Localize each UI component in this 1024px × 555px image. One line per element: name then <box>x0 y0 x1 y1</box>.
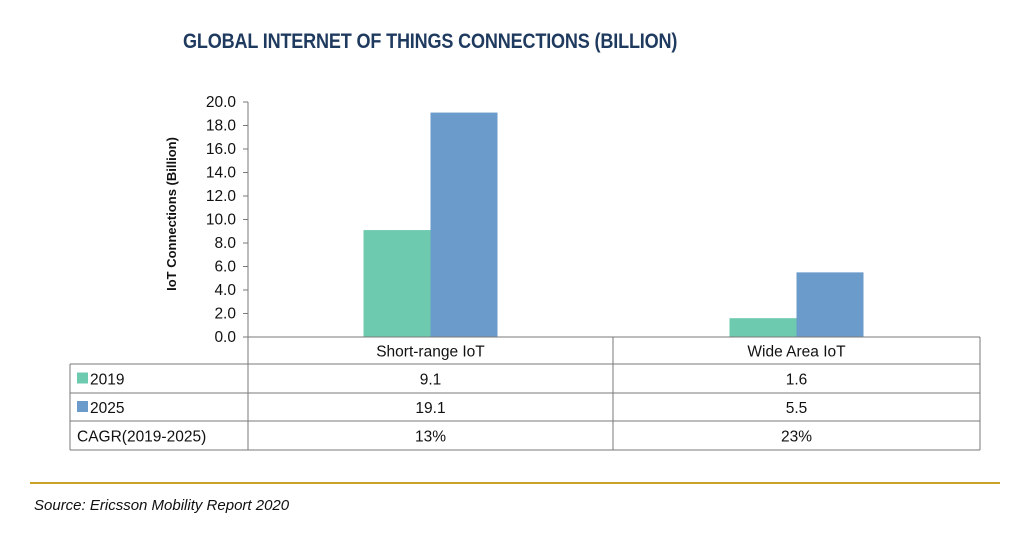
y-tick-label: 12.0 <box>206 188 237 205</box>
legend-label: 2019 <box>90 372 124 389</box>
bar-2019-short-range <box>363 230 431 337</box>
bar-2019-wide-area <box>729 318 797 337</box>
divider-rule <box>30 482 1000 484</box>
data-label: 19.1 <box>415 400 445 417</box>
y-tick-label: 14.0 <box>206 165 237 182</box>
bar-2025-short-range <box>430 112 498 337</box>
y-tick-label: 10.0 <box>206 212 237 229</box>
y-tick-label: 0.0 <box>214 329 236 346</box>
cagr-value: 13% <box>415 429 446 446</box>
y-tick-label: 16.0 <box>206 141 237 158</box>
bar-2025-wide-area <box>796 272 864 337</box>
y-tick-label: 18.0 <box>206 118 237 135</box>
data-label: 1.6 <box>786 372 808 389</box>
data-label: 5.5 <box>786 400 808 417</box>
cagr-row-label: CAGR(2019-2025) <box>77 429 206 446</box>
legend-swatch-2025 <box>77 401 88 412</box>
cagr-value: 23% <box>781 429 812 446</box>
category-label: Short-range IoT <box>376 344 485 361</box>
category-label: Wide Area IoT <box>747 344 846 361</box>
y-tick-label: 2.0 <box>214 306 236 323</box>
y-tick-label: 20.0 <box>206 94 237 111</box>
y-tick-label: 6.0 <box>214 259 236 276</box>
chart-title: GLOBAL INTERNET OF THINGS CONNECTIONS (B… <box>183 30 678 53</box>
data-label: 9.1 <box>420 372 442 389</box>
y-axis-title: IoT Connections (Billion) <box>164 137 179 291</box>
y-tick-label: 4.0 <box>214 282 236 299</box>
source-note: Source: Ericsson Mobility Report 2020 <box>34 497 290 514</box>
legend-label: 2025 <box>90 400 124 417</box>
legend-swatch-2019 <box>77 372 88 384</box>
y-tick-label: 8.0 <box>214 235 236 252</box>
